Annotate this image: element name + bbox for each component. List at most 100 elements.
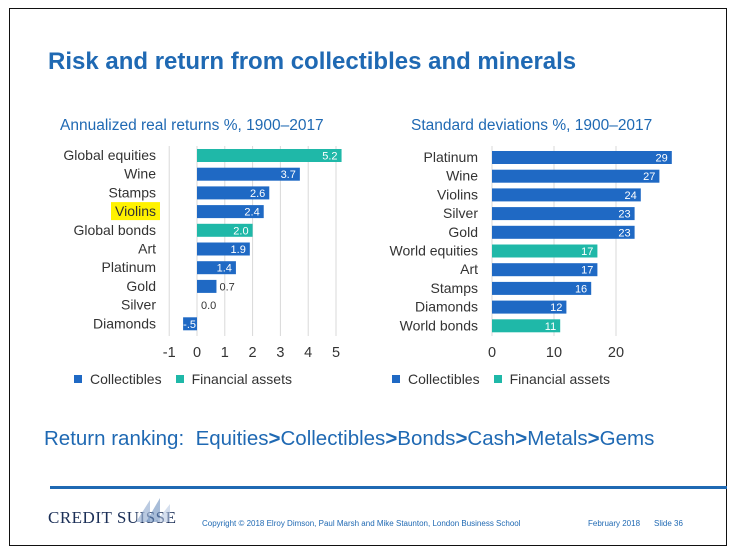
stdev-bar [492, 225, 635, 239]
stdev-data-label: 24 [625, 190, 637, 202]
ranking-item: Metals [527, 427, 588, 450]
returns-legend: Collectibles Financial assets [74, 371, 306, 387]
stdev-category-label: Art [460, 261, 478, 277]
stdev-category-label: World equities [390, 243, 478, 259]
returns-category-label: Gold [126, 278, 156, 294]
returns-tick-label: 3 [276, 345, 284, 361]
returns-data-label: 1.4 [217, 263, 232, 275]
stdev-category-label: Stamps [431, 280, 478, 296]
ranking-item: Bonds [397, 427, 456, 450]
return-ranking: Return ranking: Equities>Collectibles>Bo… [44, 427, 654, 451]
ranking-item: Gems [599, 427, 655, 450]
stdev-tick-label: 10 [546, 345, 562, 361]
footer-rule [50, 486, 727, 489]
legend-swatch-collectibles [392, 375, 400, 383]
ranking-separator: > [455, 427, 468, 450]
stdev-data-label: 12 [550, 302, 562, 314]
legend-swatch-collectibles [74, 375, 82, 383]
returns-tick-label: 0 [193, 345, 201, 361]
stdev-legend: Collectibles Financial assets [392, 371, 624, 387]
legend-swatch-financial [493, 375, 502, 383]
ranking-item: Equities [195, 427, 269, 450]
returns-data-label: 1.9 [231, 244, 246, 256]
stdev-bar [492, 151, 672, 164]
returns-category-label: Silver [121, 297, 156, 313]
legend-item-collectibles: Collectibles [392, 371, 480, 387]
stdev-data-label: 17 [581, 246, 593, 258]
returns-category-label: Platinum [102, 259, 156, 275]
stdev-category-label: Platinum [424, 149, 478, 165]
stdev-bar [492, 244, 598, 258]
stdev-bar [492, 188, 641, 202]
returns-tick-label: 5 [332, 345, 340, 361]
stdev-bar [492, 281, 592, 295]
legend-label: Collectibles [408, 371, 480, 387]
stdev-bar [492, 319, 561, 333]
stdev-category-label: World bonds [400, 317, 478, 333]
legend-item-financial: Financial assets [493, 371, 610, 387]
returns-category-label: Violins [115, 203, 156, 219]
returns-data-label: 5.2 [322, 151, 337, 163]
returns-bar [197, 205, 264, 219]
stdev-bar [492, 169, 660, 183]
stdev-category-label: Violins [437, 186, 478, 202]
returns-bar [197, 279, 217, 293]
stdev-data-label: 23 [618, 227, 630, 239]
returns-category-label: Diamonds [93, 315, 156, 331]
returns-tick-label: 4 [304, 345, 312, 361]
returns-data-label: 2.6 [250, 188, 265, 200]
stdev-data-label: 23 [618, 209, 630, 221]
returns-tick-label: 1 [221, 345, 229, 361]
stdev-category-label: Silver [443, 205, 478, 221]
footer-date: February 2018 [588, 519, 641, 528]
stdev-category-label: Wine [446, 168, 478, 184]
returns-data-label: 3.7 [281, 169, 296, 181]
returns-tick-label: -1 [163, 345, 176, 361]
stdev-bar [492, 300, 567, 314]
returns-category-label: Wine [124, 166, 156, 182]
ranking-separator: > [385, 427, 398, 450]
ranking-item: Cash [467, 427, 516, 450]
stdev-data-label: 16 [575, 283, 587, 295]
stdev-data-label: 11 [545, 321, 556, 333]
slide-frame [9, 8, 727, 546]
returns-data-label: 0.0 [201, 300, 216, 312]
returns-bar [197, 261, 236, 275]
legend-item-collectibles: Collectibles [74, 371, 162, 387]
returns-bar [197, 223, 253, 237]
returns-data-label: 2.0 [233, 225, 248, 237]
returns-category-label: Global equities [63, 147, 156, 163]
stdev-chart-title: Standard deviations %, 1900–2017 [411, 117, 653, 134]
returns-data-label: -.5 [183, 319, 196, 331]
stdev-data-label: 17 [581, 265, 593, 277]
legend-item-financial: Financial assets [175, 371, 292, 387]
returns-bar [183, 317, 197, 331]
returns-category-label: Global bonds [73, 222, 156, 238]
returns-highlight [111, 202, 160, 221]
returns-category-label: Stamps [109, 184, 156, 200]
returns-bar [197, 149, 342, 162]
legend-label: Financial assets [509, 371, 610, 387]
stdev-category-label: Diamonds [415, 299, 478, 315]
stdev-tick-label: 20 [608, 345, 624, 361]
legend-label: Collectibles [90, 371, 162, 387]
slide-title: Risk and return from collectibles and mi… [48, 48, 577, 75]
legend-label: Financial assets [191, 371, 292, 387]
ranking-prefix: Return ranking: [44, 427, 196, 450]
returns-data-label: 2.4 [244, 207, 259, 219]
returns-category-label: Art [138, 241, 156, 257]
returns-chart-title: Annualized real returns %, 1900–2017 [60, 117, 324, 134]
sails-logo-icon [136, 498, 170, 522]
stdev-tick-label: 0 [488, 345, 496, 361]
returns-tick-label: 2 [249, 345, 257, 361]
ranking-item: Collectibles [280, 427, 386, 450]
legend-swatch-financial [175, 375, 184, 383]
ranking-separator: > [587, 427, 600, 450]
stdev-bar [492, 263, 598, 277]
ranking-separator: > [268, 427, 281, 450]
stdev-data-label: 27 [643, 171, 655, 183]
copyright-text: Copyright © 2018 Elroy Dimson, Paul Mars… [202, 519, 521, 528]
returns-data-label: 0.7 [219, 281, 234, 293]
returns-bar [197, 186, 270, 200]
